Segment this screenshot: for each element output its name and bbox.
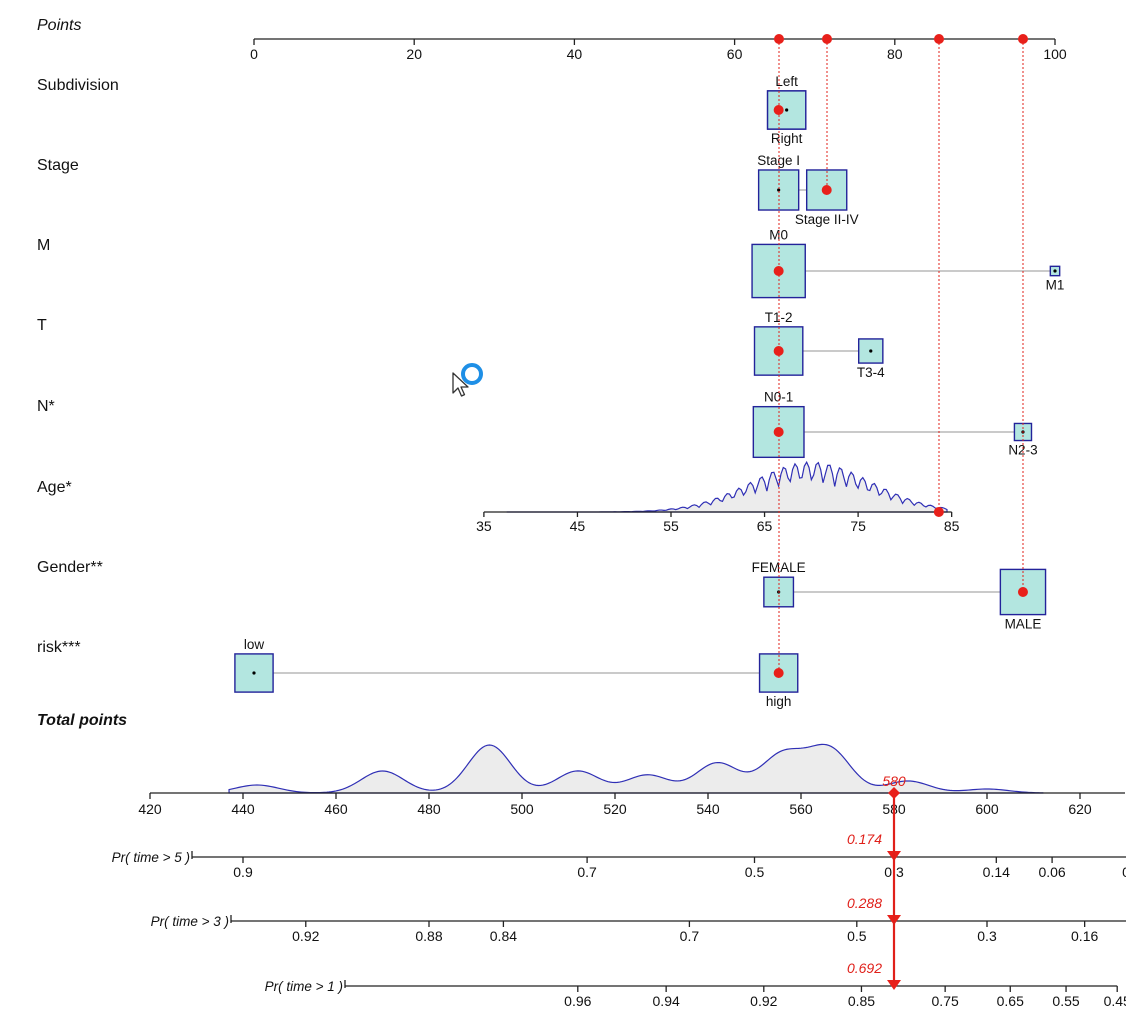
probability-tick-label: 0.94 xyxy=(653,993,680,1009)
probability-tick-label: 0.16 xyxy=(1071,928,1098,944)
probability-tick-label: 0.7 xyxy=(577,864,597,880)
probability-value-label: 0.692 xyxy=(847,960,882,976)
probability-tick-label: 0.92 xyxy=(750,993,777,1009)
variable-label-age: Age* xyxy=(37,479,72,496)
total-points-tick-label: 500 xyxy=(510,801,534,817)
points-axis-selection-dot xyxy=(934,34,944,44)
points-tick-label: 40 xyxy=(567,46,583,62)
total-points-tick-label: 540 xyxy=(696,801,720,817)
variable-label-n: N* xyxy=(37,398,55,415)
level-label-m0: M0 xyxy=(769,227,788,242)
age-tick-label: 75 xyxy=(850,518,866,534)
total-points-tick-label: 440 xyxy=(231,801,255,817)
total-points-density-curve xyxy=(228,743,1044,794)
level-center-dot xyxy=(869,349,873,353)
level-label-n0-1: N0-1 xyxy=(764,390,793,405)
level-label-t1-2: T1-2 xyxy=(765,310,793,325)
total-points-tick-label: 600 xyxy=(975,801,999,817)
variable-label-m: M xyxy=(37,237,50,254)
probability-arrow-head-icon xyxy=(887,980,901,990)
points-tick-label: 60 xyxy=(727,46,743,62)
total-points-tick-label: 460 xyxy=(324,801,348,817)
probability-value-label: 0.174 xyxy=(847,831,882,847)
age-tick-label: 45 xyxy=(570,518,586,534)
age-density-curve xyxy=(507,460,948,513)
probability-tick-label: 0.5 xyxy=(847,928,867,944)
selected-level-dot-risk xyxy=(773,668,784,678)
total-points-tick-label: 480 xyxy=(417,801,441,817)
selected-level-dot-age xyxy=(933,507,944,517)
level-center-dot xyxy=(777,188,781,192)
probability-tick-label: 0.92 xyxy=(292,928,319,944)
probability-axis-label-pr-time-5: Pr( time > 5 ) xyxy=(112,850,190,865)
level-label-t3-4: T3-4 xyxy=(857,365,885,380)
variable-label-stage: Stage xyxy=(37,157,79,174)
probability-tick-label: 0.55 xyxy=(1052,993,1079,1009)
total-points-tick-label: 620 xyxy=(1068,801,1092,817)
probability-tick-label: 0.88 xyxy=(415,928,442,944)
probability-tick-label: 0.02 xyxy=(1122,864,1126,880)
level-center-dot xyxy=(785,108,789,112)
selected-level-dot-n xyxy=(773,427,784,437)
variable-label-subdivision: Subdivision xyxy=(37,77,119,94)
total-points-tick-label: 560 xyxy=(789,801,813,817)
total-points-tick-label: 520 xyxy=(603,801,627,817)
selected-level-dot-subdivision xyxy=(773,105,784,115)
probability-tick-label: 0.9 xyxy=(233,864,253,880)
total-points-label: Total points xyxy=(37,712,127,729)
points-axis-selection-dot xyxy=(774,34,784,44)
probability-axis-label-pr-time-1: Pr( time > 1 ) xyxy=(265,979,343,994)
mouse-pointer-icon xyxy=(452,372,469,397)
selected-level-dot-gender xyxy=(1017,587,1028,597)
level-label-right: Right xyxy=(771,131,803,146)
probability-tick-label: 0.84 xyxy=(490,928,517,944)
total-points-selected-label: 580 xyxy=(882,773,906,789)
level-label-m1: M1 xyxy=(1046,278,1065,293)
probability-tick-label: 0.7 xyxy=(680,928,700,944)
variable-label-t: T xyxy=(37,317,47,334)
probability-tick-label: 0.65 xyxy=(997,993,1024,1009)
level-label-male: MALE xyxy=(1005,617,1042,632)
level-center-dot xyxy=(1053,269,1057,273)
probability-axis-label-pr-time-3: Pr( time > 3 ) xyxy=(151,914,229,929)
variable-label-gender: Gender** xyxy=(37,559,103,576)
probability-tick-label: 0.5 xyxy=(745,864,765,880)
level-label-n2-3: N2-3 xyxy=(1008,443,1037,458)
total-points-selected-diamond-icon xyxy=(888,787,900,799)
age-tick-label: 35 xyxy=(476,518,492,534)
points-axis-selection-dot xyxy=(1018,34,1028,44)
age-tick-label: 55 xyxy=(663,518,679,534)
level-label-stage-ii-iv: Stage II-IV xyxy=(795,212,859,227)
points-tick-label: 100 xyxy=(1043,46,1067,62)
total-points-tick-label: 420 xyxy=(138,801,162,817)
probability-tick-label: 0.96 xyxy=(564,993,591,1009)
level-label-left: Left xyxy=(775,74,798,89)
selected-level-dot-stage xyxy=(821,185,832,195)
level-center-dot xyxy=(252,671,256,675)
probability-tick-label: 0.06 xyxy=(1038,864,1065,880)
points-axis-label: Points xyxy=(37,17,81,34)
probability-tick-label: 0.45 xyxy=(1104,993,1126,1009)
points-tick-label: 20 xyxy=(406,46,422,62)
variable-label-risk: risk*** xyxy=(37,639,81,656)
selected-level-dot-m xyxy=(773,266,784,276)
age-tick-label: 65 xyxy=(757,518,773,534)
probability-value-label: 0.288 xyxy=(847,895,882,911)
points-tick-label: 80 xyxy=(887,46,903,62)
probability-tick-label: 0.75 xyxy=(932,993,959,1009)
points-axis-selection-dot xyxy=(822,34,832,44)
probability-tick-label: 0.3 xyxy=(977,928,997,944)
level-label-low: low xyxy=(244,637,265,652)
level-label-high: high xyxy=(766,694,792,709)
probability-tick-label: 0.85 xyxy=(848,993,875,1009)
probability-tick-label: 0.14 xyxy=(983,864,1010,880)
selected-level-dot-t xyxy=(773,346,784,356)
age-tick-label: 85 xyxy=(944,518,960,534)
busy-cursor-ring-icon xyxy=(461,363,483,385)
points-tick-label: 0 xyxy=(250,46,258,62)
